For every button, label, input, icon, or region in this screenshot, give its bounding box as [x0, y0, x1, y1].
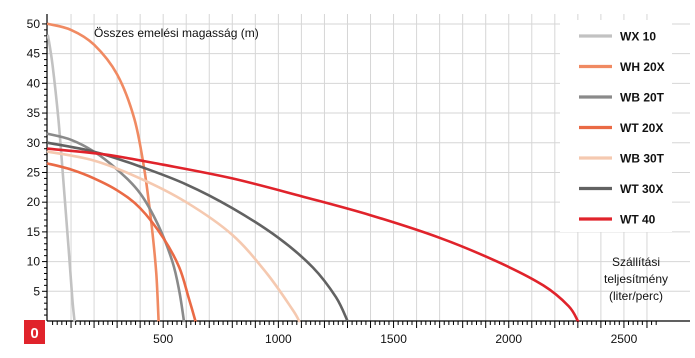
y-tick-label: 30	[27, 136, 41, 150]
legend-label-wh-20x: WH 20X	[620, 60, 665, 74]
x-tick-label: 1500	[380, 332, 407, 346]
origin-badge: 0	[24, 320, 45, 344]
origin-label: 0	[30, 325, 38, 342]
legend-background	[560, 20, 672, 232]
y-tick-label: 35	[27, 106, 41, 120]
legend-label-wt-40: WT 40	[620, 213, 656, 227]
x-tick-label: 2500	[611, 332, 638, 346]
series-line-wb-30t	[46, 150, 301, 323]
legend-label-wb-30t: WB 30T	[620, 152, 665, 166]
legend: WX 10 WH 20X WB 20T WT 20X WB 30T WT 30X WT 40	[560, 20, 672, 232]
x-axis-title: Szállítási teljesítmény (liter/perc)	[604, 255, 668, 303]
series-line-wt-20x	[46, 162, 197, 323]
series-line-wt-40	[46, 147, 580, 323]
legend-label-wx-10: WX 10	[620, 30, 656, 44]
y-tick-label: 40	[27, 76, 41, 90]
series-line-wb-20t	[46, 132, 186, 323]
series-line-wh-20x	[46, 22, 160, 323]
x-axis-title-line-3: (liter/perc)	[609, 289, 663, 303]
ticks-layer: 5 10 15 20 25 30 35 40 45 50 500 1000 1500 2000 2500	[27, 17, 657, 346]
x-axis-title-line-2: teljesítmény	[604, 272, 668, 286]
y-tick-label: 5	[33, 284, 40, 298]
y-tick-label: 25	[27, 165, 41, 179]
series-line-wx-10	[46, 34, 76, 323]
legend-label-wt-20x: WT 20X	[620, 121, 663, 135]
y-axis-title: Összes emelési magasság (m)	[94, 26, 259, 40]
legend-label-wb-20t: WB 20T	[620, 91, 665, 105]
y-tick-label: 15	[27, 225, 41, 239]
x-axis-title-line-1: Szállítási	[612, 255, 660, 269]
series-layer	[46, 22, 580, 323]
y-tick-label: 10	[27, 255, 41, 269]
x-tick-label: 500	[153, 332, 173, 346]
y-tick-label: 20	[27, 195, 41, 209]
x-tick-label: 2000	[495, 332, 522, 346]
origin-badge-box	[24, 320, 45, 344]
y-tick-label: 45	[27, 47, 41, 61]
y-tick-label: 50	[27, 17, 41, 31]
x-tick-label: 1000	[265, 332, 292, 346]
legend-label-wt-30x: WT 30X	[620, 182, 663, 196]
